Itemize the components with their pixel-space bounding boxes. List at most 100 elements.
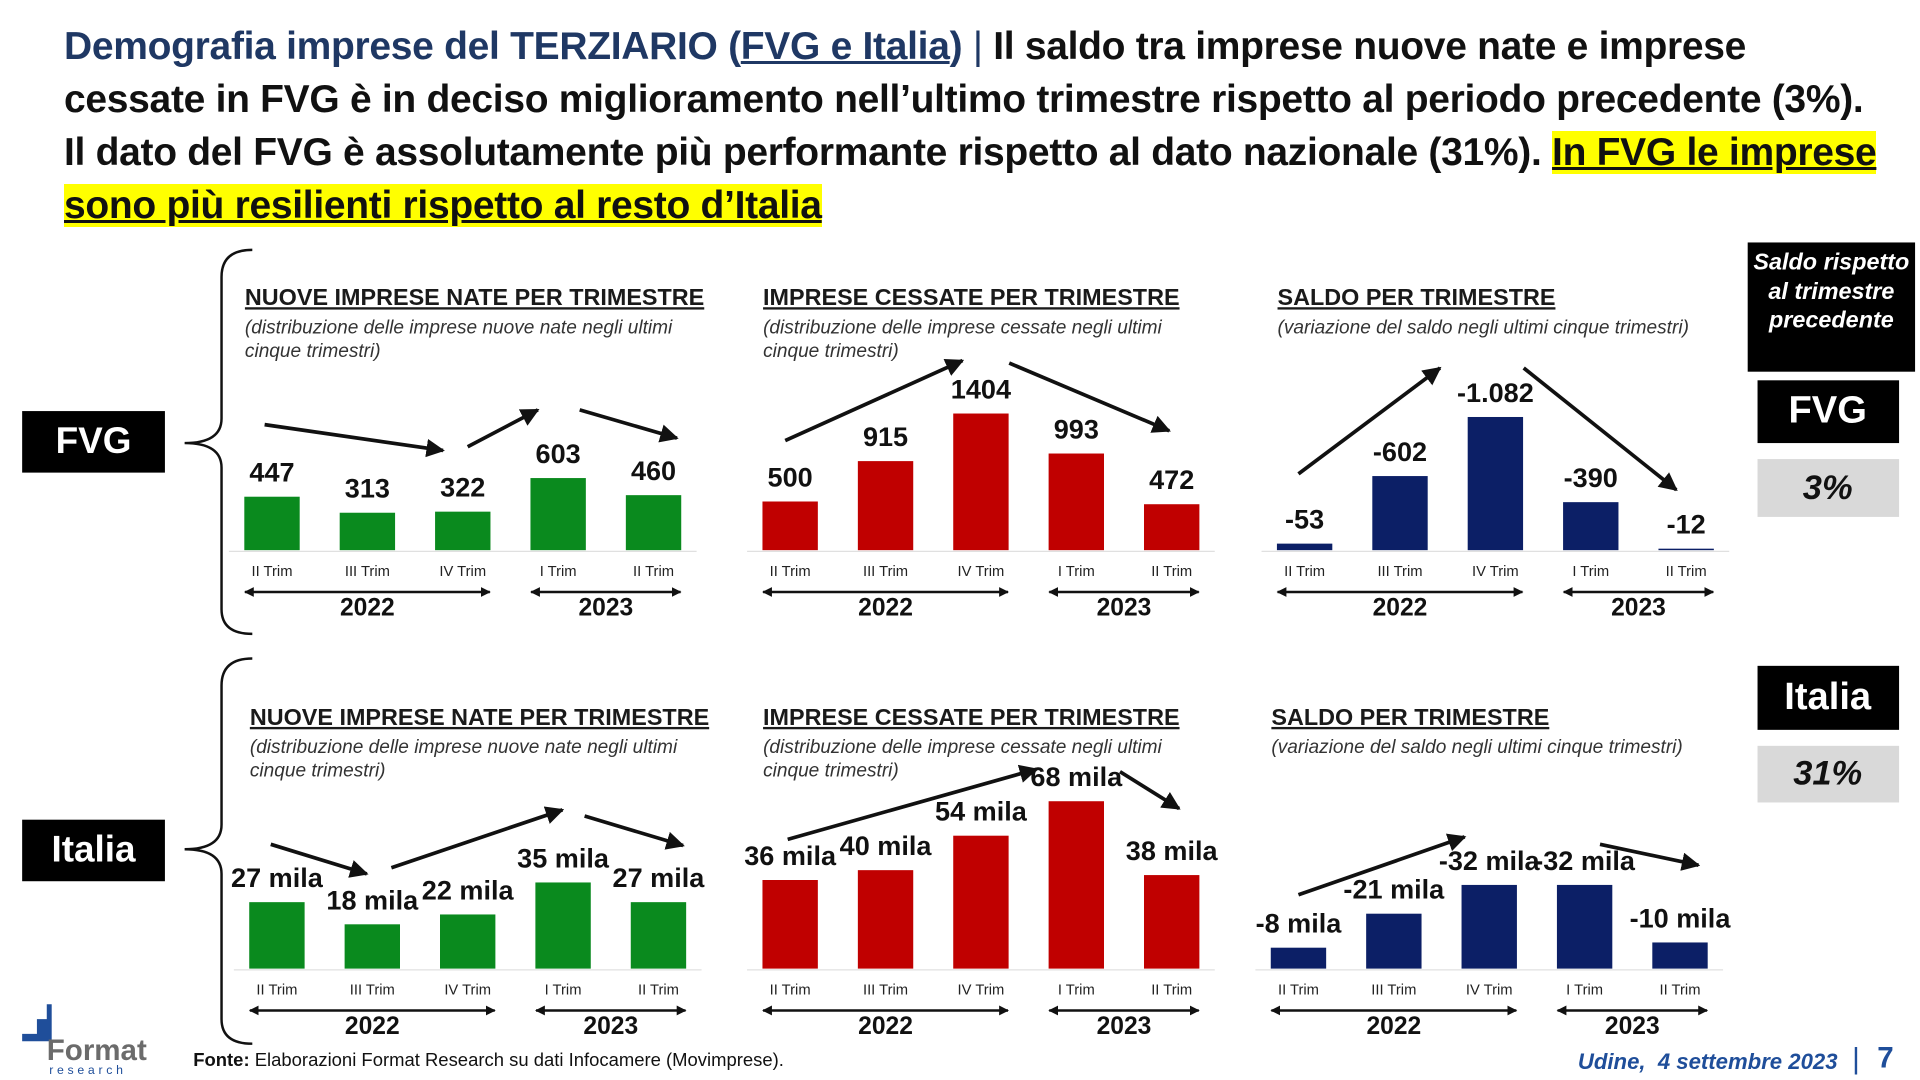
- side-value-box: [1757, 459, 1900, 517]
- value-label: 472: [1149, 464, 1194, 495]
- x-tick-label: I Trim: [540, 564, 577, 580]
- topic-link[interactable]: FVG e Italia: [740, 25, 950, 68]
- x-tick-label: II Trim: [1151, 983, 1192, 999]
- x-tick-label: IV Trim: [958, 564, 1005, 580]
- x-tick-label: II Trim: [252, 564, 293, 580]
- value-label: -390: [1564, 462, 1618, 493]
- bar: [1467, 416, 1524, 551]
- topic-end: ): [949, 25, 963, 68]
- bar: [1658, 548, 1714, 551]
- trend-arrow: [787, 764, 1039, 842]
- value-label: 27 mila: [613, 862, 706, 893]
- x-tick-label: II Trim: [770, 983, 811, 999]
- logo-mark: [22, 1004, 52, 1042]
- trend-arrow: [1008, 361, 1171, 433]
- logo: Format: [47, 1034, 147, 1067]
- group-label: 2023: [578, 595, 633, 622]
- value-label: 35 mila: [517, 842, 610, 873]
- x-tick-label: I Trim: [1572, 564, 1609, 580]
- x-tick-label: II Trim: [256, 983, 297, 999]
- chart-subtitle: (distribuzione delle imprese nuove nate …: [245, 318, 672, 362]
- group-label: 2022: [858, 595, 913, 622]
- bar: [1556, 884, 1613, 969]
- x-tick-label: II Trim: [1666, 564, 1707, 580]
- trend-arrow: [466, 408, 540, 449]
- chart-subtitle-text: (distribuzione delle imprese cessate neg…: [763, 317, 1162, 362]
- value-label: 313: [345, 473, 390, 504]
- chart-subtitle-text: (distribuzione delle imprese cessate neg…: [763, 737, 1162, 782]
- value-label: 18 mila: [326, 884, 419, 915]
- row-label: FVG: [56, 420, 132, 461]
- value-label: -602: [1373, 436, 1427, 467]
- trend-arrow: [1599, 842, 1701, 871]
- bar: [1461, 884, 1517, 969]
- bar: [857, 461, 914, 551]
- chart-title: IMPRESE CESSATE PER TRIMESTRE: [763, 704, 1179, 730]
- bar: [625, 495, 682, 551]
- separator: |: [1852, 1043, 1860, 1076]
- x-tick-label: II Trim: [633, 564, 674, 580]
- bar: [1563, 502, 1619, 551]
- trend-arrow: [1297, 833, 1467, 897]
- value-label: 40 mila: [840, 830, 933, 861]
- chart-subtitle-text: (variazione del saldo negli ultimi cinqu…: [1271, 737, 1683, 759]
- trend-arrow: [264, 422, 445, 458]
- x-tick-label: III Trim: [345, 564, 390, 580]
- x-tick-label: III Trim: [863, 564, 908, 580]
- bar: [249, 902, 305, 969]
- bar: [1276, 543, 1333, 551]
- group-label: 2023: [1097, 1013, 1152, 1040]
- brace: [184, 248, 253, 636]
- value-label: 38 mila: [1126, 835, 1219, 866]
- value-label: 68 mila: [1030, 761, 1123, 792]
- x-tick-label: IV Trim: [958, 983, 1005, 999]
- side-label: Italia: [1784, 675, 1872, 718]
- value-label: -12: [1667, 509, 1706, 540]
- trend-arrow: [1297, 366, 1442, 476]
- x-tick-label: II Trim: [1278, 983, 1319, 999]
- x-tick-label: I Trim: [545, 983, 582, 999]
- value-label: 22 mila: [422, 874, 515, 905]
- side-heading-box: [1747, 242, 1916, 372]
- trend-arrow: [584, 814, 685, 850]
- row-label: Italia: [51, 828, 136, 869]
- trend-arrow: [270, 842, 369, 878]
- side-value: 31%: [1793, 754, 1862, 792]
- chart-subtitle: (distribuzione delle imprese nuove nate …: [250, 737, 677, 781]
- row-label-box: [22, 411, 165, 473]
- page-number: 7: [1877, 1041, 1893, 1074]
- trend-arrow: [1522, 366, 1678, 492]
- bar: [530, 478, 586, 551]
- value-label: -1.082: [1457, 377, 1534, 408]
- x-tick-label: I Trim: [1566, 983, 1603, 999]
- group-label: 2022: [345, 1013, 400, 1040]
- bar: [435, 511, 491, 551]
- group-label: 2023: [1097, 595, 1152, 622]
- value-label: 460: [631, 455, 676, 486]
- value-label: 322: [440, 472, 485, 503]
- group-label: 2023: [583, 1013, 638, 1040]
- group-label: 2022: [1373, 595, 1428, 622]
- x-tick-label: III Trim: [350, 983, 395, 999]
- x-tick-label: III Trim: [1371, 983, 1416, 999]
- x-tick-label: I Trim: [1058, 983, 1095, 999]
- bar: [1144, 875, 1200, 969]
- bar: [339, 512, 396, 551]
- x-tick-label: III Trim: [863, 983, 908, 999]
- bar: [244, 496, 300, 551]
- bar: [1144, 504, 1200, 551]
- trend-arrow: [1119, 770, 1181, 811]
- row-label-box: [22, 819, 165, 882]
- source-label: Fonte:: [193, 1049, 249, 1070]
- source: Fonte: Elaborazioni Format Research su d…: [193, 1049, 784, 1070]
- bar: [1372, 476, 1428, 551]
- x-tick-label: III Trim: [1377, 564, 1422, 580]
- bar: [440, 914, 496, 969]
- source-text: Elaborazioni Format Research su dati Inf…: [255, 1049, 784, 1070]
- topic: Demografia imprese del TERZIARIO (: [64, 25, 741, 68]
- x-tick-label: IV Trim: [439, 564, 486, 580]
- bar: [857, 870, 914, 969]
- x-tick-label: IV Trim: [1472, 564, 1519, 580]
- value-label: 447: [249, 457, 294, 488]
